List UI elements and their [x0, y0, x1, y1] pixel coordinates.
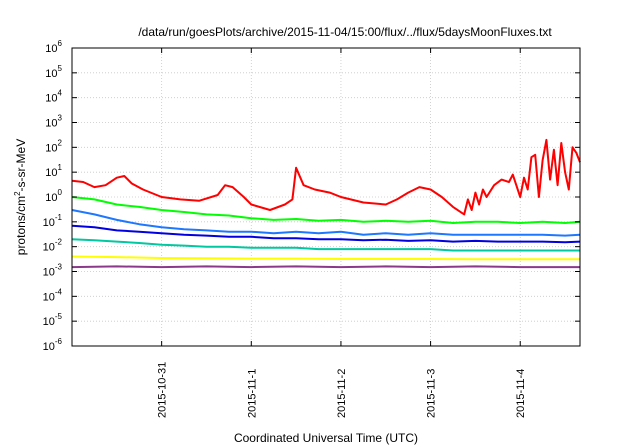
- y-tick-exponent: 2: [58, 138, 63, 147]
- y-tick-base: 10: [43, 316, 55, 328]
- y-tick-label: 10-1: [43, 213, 63, 229]
- y-tick-label: 10-5: [43, 312, 63, 328]
- y-tick-label: 100: [45, 188, 62, 204]
- y-tick-base: 10: [43, 291, 55, 303]
- x-axis-ticks: 2015-10-31 2015-11-1 2015-11-2 2015-11-3 201…: [157, 48, 527, 418]
- y-tick-exponent: 1: [58, 163, 63, 172]
- y-tick-exponent: -3: [55, 263, 63, 272]
- x-tick-label: 2015-11-2: [336, 369, 348, 418]
- y-tick-base: 10: [43, 242, 55, 254]
- y-tick-label: 101: [45, 163, 62, 179]
- series-line-1: [71, 138, 581, 216]
- y-tick-label: 102: [45, 138, 62, 154]
- series-line-2: [71, 196, 581, 224]
- chart-title: /data/run/goesPlots/archive/2015-11-04/1…: [138, 25, 552, 39]
- y-tick-exponent: -5: [55, 312, 63, 321]
- series-line-4: [71, 224, 581, 244]
- y-axis-label: protons/cm2-s-sr-MeV: [13, 139, 28, 255]
- y-tick-exponent: -1: [55, 213, 63, 222]
- y-tick-base: 10: [43, 267, 55, 279]
- series-line-3: [71, 209, 581, 237]
- y-tick-base: 10: [43, 341, 55, 353]
- y-tick-label: 10-4: [43, 287, 63, 303]
- y-tick-label: 10-3: [43, 263, 63, 279]
- series-layer: [71, 138, 581, 269]
- y-tick-base: 10: [45, 68, 57, 80]
- y-tick-label: 10-2: [43, 238, 63, 254]
- x-tick-label: 2015-10-31: [157, 362, 169, 418]
- y-tick-base: 10: [45, 167, 57, 179]
- y-tick-base: 10: [43, 217, 55, 229]
- y-tick-exponent: 0: [58, 188, 63, 197]
- y-tick-base: 10: [45, 192, 57, 204]
- y-tick-label: 104: [45, 89, 62, 105]
- y-tick-exponent: -6: [55, 337, 63, 346]
- y-tick-exponent: -4: [55, 287, 63, 296]
- series-line-5: [71, 238, 580, 252]
- y-tick-exponent: -2: [55, 238, 63, 247]
- series-line-6: [71, 255, 580, 261]
- grid: [72, 48, 580, 346]
- y-axis-label-rest: -s-sr-MeV: [14, 139, 28, 192]
- y-tick-label: 105: [45, 64, 62, 80]
- y-tick-base: 10: [45, 93, 57, 105]
- y-axis-ticks: 10-610-510-410-310-210-11001011021031041…: [43, 39, 580, 353]
- y-tick-label: 103: [45, 114, 62, 130]
- y-axis-label-sup: 2: [13, 191, 22, 196]
- x-axis-label: Coordinated Universal Time (UTC): [234, 431, 418, 445]
- y-tick-exponent: 4: [58, 89, 63, 98]
- y-tick-exponent: 6: [58, 39, 63, 48]
- series-line-7: [71, 265, 580, 269]
- y-axis-label-base: protons/cm: [14, 196, 28, 255]
- x-tick-label: 2015-11-1: [246, 369, 258, 418]
- y-tick-base: 10: [45, 43, 57, 55]
- y-tick-base: 10: [45, 118, 57, 130]
- plot-frame: [71, 47, 581, 347]
- x-tick-label: 2015-11-4: [515, 369, 527, 418]
- y-tick-base: 10: [45, 142, 57, 154]
- y-tick-label: 106: [45, 39, 62, 55]
- y-tick-label: 10-6: [43, 337, 63, 353]
- y-tick-exponent: 5: [58, 64, 63, 73]
- y-tick-exponent: 3: [58, 114, 63, 123]
- x-tick-label: 2015-11-3: [426, 369, 438, 418]
